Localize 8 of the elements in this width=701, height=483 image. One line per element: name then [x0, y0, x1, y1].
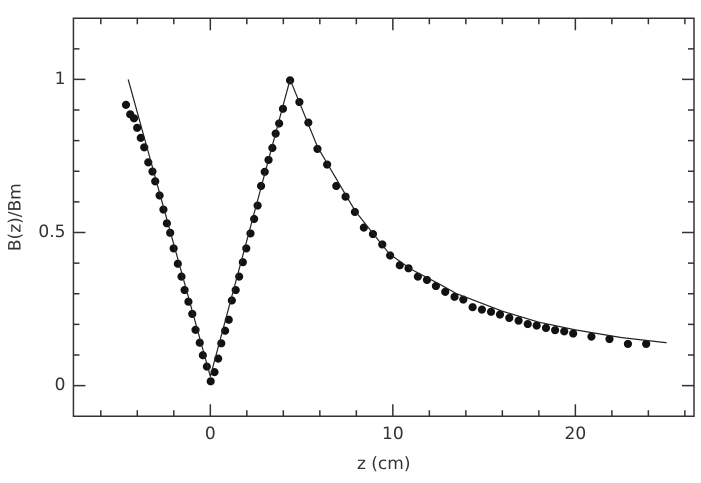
y-tick-label: 0	[54, 375, 66, 396]
x-tick-label: 0	[204, 424, 216, 444]
y-tick-label: 1	[54, 68, 66, 89]
x-tick-label: 10	[382, 424, 404, 444]
x-axis-title: z (cm)	[356, 454, 410, 474]
x-tick-label: 20	[564, 424, 586, 444]
y-axis-title: B(z)/Bm	[6, 183, 26, 252]
y-tick-label: 0.5	[38, 222, 66, 242]
